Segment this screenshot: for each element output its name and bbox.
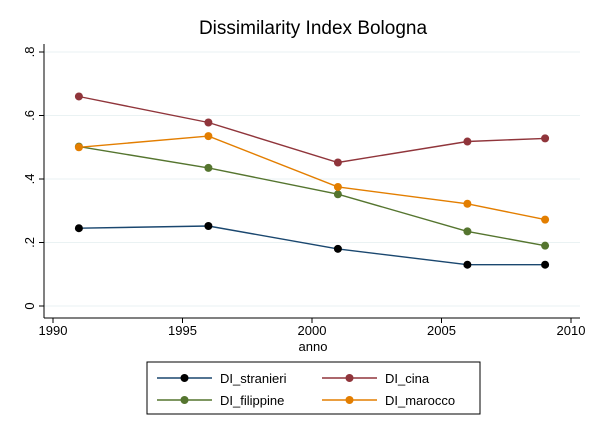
data-point-DI_filippine [463,227,472,236]
legend-marker-DI_cina [345,374,354,382]
x-tick-label: 1995 [168,323,197,338]
y-tick-label: .6 [22,110,37,121]
x-tick-label: 2000 [298,323,327,338]
data-point-DI_filippine [333,190,342,199]
legend-label-DI_filippine: DI_filippine [220,393,284,408]
y-tick-label: 0 [22,302,37,309]
legend-marker-DI_stranieri [180,374,189,382]
chart-title: Dissimilarity Index Bologna [199,18,428,39]
y-tick-label: .4 [22,174,37,185]
x-tick-label: 2010 [557,323,586,338]
data-point-DI_marocco [541,215,550,224]
legend-marker-DI_filippine [180,396,189,404]
y-tick-label: .2 [22,237,37,248]
data-point-DI_marocco [463,199,472,208]
x-tick-label: 1990 [39,323,68,338]
legend: DI_stranieri DI_cina DI_filippine DI_marocc… [146,361,481,415]
legend-label-DI_marocco: DI_marocco [385,393,455,408]
legend-label-DI_cina: DI_cina [385,371,430,386]
x-tick-label: 2005 [427,323,456,338]
legend-label-DI_stranieri: DI_stranieri [220,371,287,386]
data-point-DI_stranieri [333,244,342,253]
data-point-DI_marocco [204,132,213,141]
data-point-DI_cina [204,118,213,127]
data-point-DI_cina [541,134,550,143]
data-point-DI_cina [333,158,342,167]
y-tick-label: .8 [22,47,37,58]
data-point-DI_stranieri [463,260,472,269]
data-point-DI_marocco [74,143,83,152]
data-point-DI_cina [463,137,472,146]
data-point-DI_stranieri [74,224,83,233]
x-axis-title: anno [299,339,328,354]
data-point-DI_stranieri [541,260,550,269]
data-point-DI_filippine [204,163,213,172]
data-point-DI_stranieri [204,221,213,230]
data-point-DI_marocco [333,182,342,191]
data-point-DI_cina [74,92,83,101]
data-point-DI_filippine [541,241,550,250]
plot-area: 0 .2 .4 .6 .8 1990 1995 2000 2005 2010 [22,44,585,338]
legend-box [146,361,481,415]
legend-marker-DI_marocco [345,396,354,404]
